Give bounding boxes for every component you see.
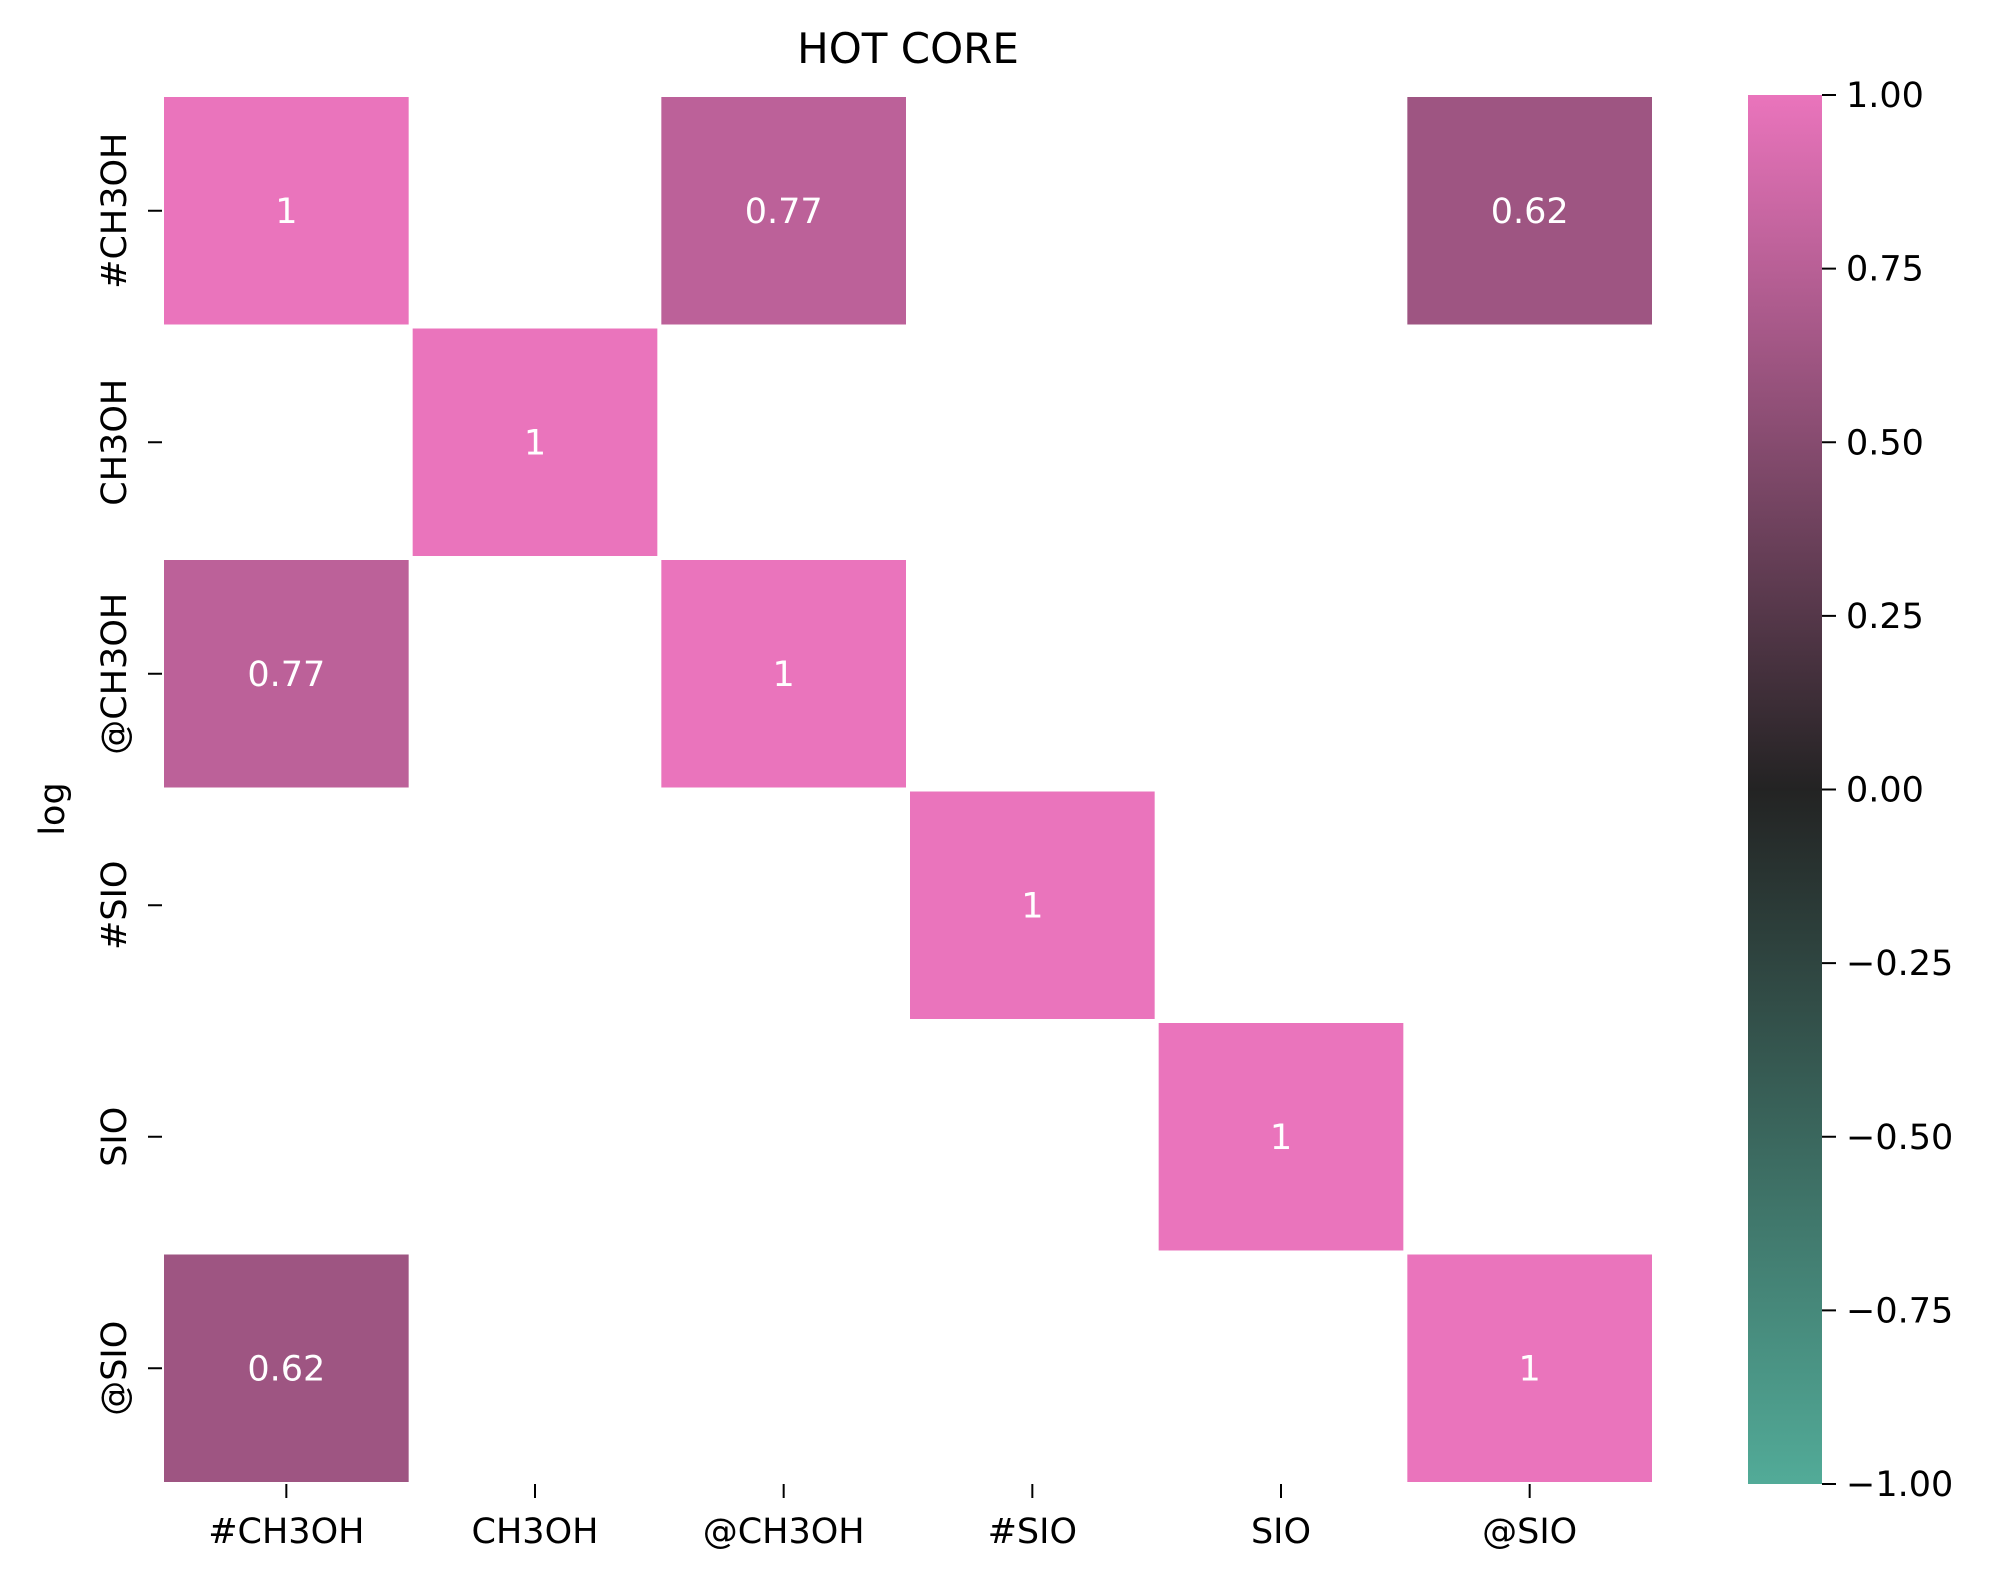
y-tick-label: #SIO xyxy=(95,861,135,950)
x-tick-label: @SIO xyxy=(1482,1512,1577,1552)
heatmap-cell-rect xyxy=(412,328,658,556)
cell-value-label: 0.77 xyxy=(745,192,823,232)
cell-value-label: 1 xyxy=(1270,1118,1292,1158)
y-tick-label: @CH3OH xyxy=(95,593,135,755)
heatmap-cell-rect xyxy=(1158,1023,1404,1251)
heatmap-cell-rect xyxy=(1407,97,1652,325)
heatmap-cell: 1 xyxy=(910,791,1155,1019)
colorbar-ticks: 1.00 0.75 0.50 0.25 0.00 −0.25 −0.50 −0.75 −1.00 xyxy=(1822,76,1953,1505)
colorbar-tick-label: −0.75 xyxy=(1846,1291,1953,1331)
cell-value-label: 0.62 xyxy=(247,1349,325,1389)
colorbar-tick-label: 0.50 xyxy=(1846,423,1924,463)
heatmap-cell: 1 xyxy=(1407,1254,1652,1482)
heatmap-cell: 1 xyxy=(1158,1023,1404,1251)
heatmap-cells: 1 0.77 0.62 1 0.77 1 1 1 0.62 1 xyxy=(164,97,1652,1482)
x-tick-label: @CH3OH xyxy=(703,1512,865,1552)
y-tick-label: SIO xyxy=(95,1107,135,1167)
x-tick-label: #SIO xyxy=(988,1512,1077,1552)
colorbar-tick-label: −1.00 xyxy=(1846,1465,1953,1505)
y-tick-label: @SIO xyxy=(95,1321,135,1416)
heatmap-cell: 1 xyxy=(661,560,906,788)
cell-value-label: 1 xyxy=(1021,886,1043,926)
heatmap-cell-rect xyxy=(1407,1254,1652,1482)
heatmap-cell: 0.77 xyxy=(164,560,409,788)
cell-value-label: 0.62 xyxy=(1491,192,1569,232)
x-tick-label: SIO xyxy=(1251,1512,1311,1552)
heatmap-cell-rect xyxy=(164,560,409,788)
heatmap-cell-rect xyxy=(164,97,409,325)
heatmap-cell: 1 xyxy=(412,328,658,556)
cell-value-label: 1 xyxy=(524,423,546,463)
colorbar-tick-label: 0.25 xyxy=(1846,597,1924,637)
colorbar-tick-label: 1.00 xyxy=(1846,76,1924,116)
cell-value-label: 1 xyxy=(773,655,795,695)
y-tick-label: #CH3OH xyxy=(95,133,135,289)
colorbar xyxy=(1748,95,1822,1484)
heatmap-cell-rect xyxy=(910,791,1155,1019)
x-axis: #CH3OH CH3OH @CH3OH #SIO SIO @SIO xyxy=(208,1484,1577,1552)
cell-value-label: 1 xyxy=(275,192,297,232)
heatmap-cell-rect xyxy=(661,560,906,788)
colorbar-tick-label: 0.00 xyxy=(1846,771,1924,811)
colorbar-tick-label: −0.50 xyxy=(1846,1118,1953,1158)
heatmap-cell: 0.62 xyxy=(1407,97,1652,325)
heatmap-cell-rect xyxy=(661,97,906,325)
cell-value-label: 1 xyxy=(1519,1349,1541,1389)
heatmap-cell: 1 xyxy=(164,97,409,325)
chart-title: HOT CORE xyxy=(797,24,1019,73)
colorbar-tick-label: −0.25 xyxy=(1846,944,1953,984)
y-axis: #CH3OH CH3OH @CH3OH #SIO SIO @SIO xyxy=(95,133,162,1416)
heatmap-cell: 0.62 xyxy=(164,1254,409,1482)
cell-value-label: 0.77 xyxy=(247,655,325,695)
colorbar-tick-label: 0.75 xyxy=(1846,250,1924,290)
y-axis-title: log xyxy=(33,782,73,835)
x-tick-label: #CH3OH xyxy=(208,1512,364,1552)
heatmap-cell-rect xyxy=(164,1254,409,1482)
y-tick-label: CH3OH xyxy=(95,379,135,506)
x-tick-label: CH3OH xyxy=(472,1512,599,1552)
heatmap-cell: 0.77 xyxy=(661,97,906,325)
